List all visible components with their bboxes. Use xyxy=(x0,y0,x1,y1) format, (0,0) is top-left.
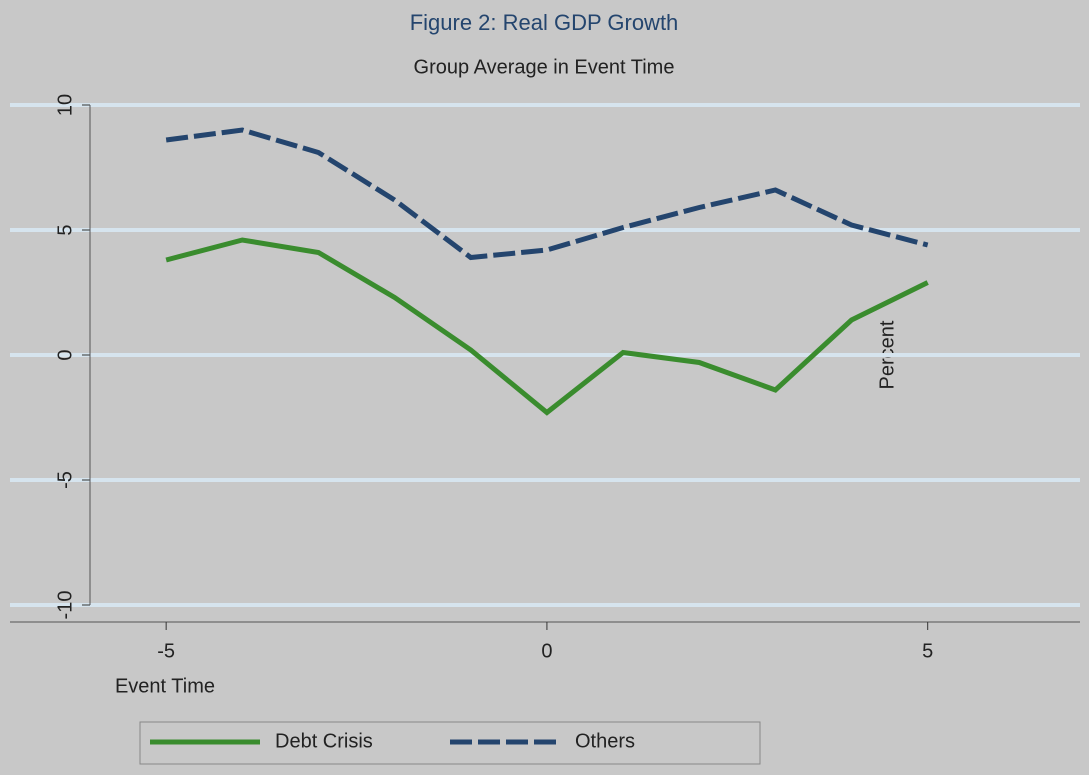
y-tick-label: -10 xyxy=(54,591,76,620)
y-tick-label: 10 xyxy=(54,94,76,116)
y-tick-label: 0 xyxy=(54,349,76,360)
chart-subtitle: Group Average in Event Time xyxy=(414,56,675,78)
series-line xyxy=(165,237,929,416)
y-tick-label: 5 xyxy=(54,224,76,235)
y-tick-label: -5 xyxy=(54,471,76,489)
legend-label: Debt Crisis xyxy=(275,730,373,752)
x-tick-label: 5 xyxy=(922,640,933,662)
x-axis-label: Event Time xyxy=(115,675,215,697)
x-tick-label: -5 xyxy=(157,640,175,662)
legend-label: Others xyxy=(575,730,635,752)
series-line xyxy=(165,127,929,261)
chart-title: Figure 2: Real GDP Growth xyxy=(410,10,679,35)
x-tick-label: 0 xyxy=(541,640,552,662)
